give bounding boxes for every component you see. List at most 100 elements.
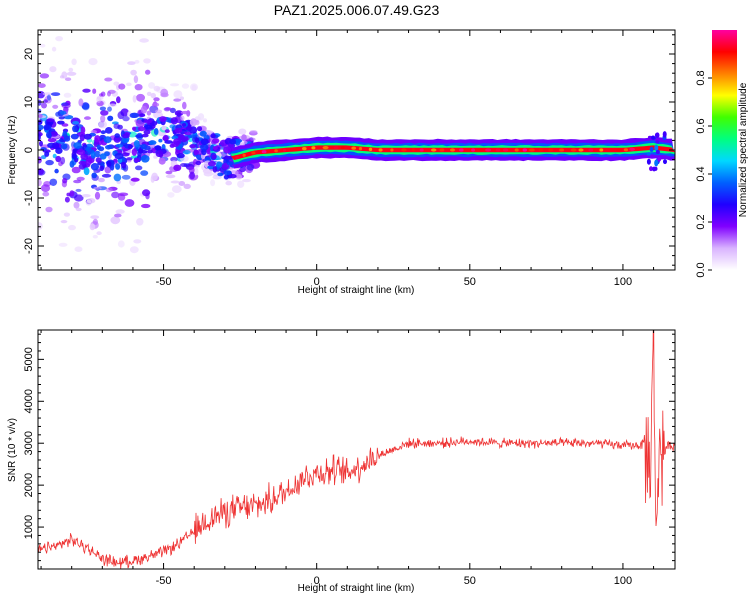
spectrogram-blob [164,107,172,111]
spectrogram-x-tick-label: 0 [314,276,320,288]
spectrogram-blob [141,203,151,209]
spectrogram-core [135,134,144,139]
spectrogram-peak [439,148,445,152]
spectrogram-blob [117,111,125,120]
spectrogram-core [99,153,107,160]
spectrogram-blob [151,102,160,107]
spectrogram-core [223,170,232,176]
spectrogram-core [147,149,153,154]
spectrogram-core [115,143,124,148]
spectrogram-blob [52,153,57,159]
spectrogram-blob [153,85,161,92]
spectrogram-core [99,165,104,171]
spectrogram-blob [101,173,112,178]
spectrogram-blob [40,184,51,193]
spectrogram-blob [241,134,247,142]
spectrogram-blob [181,83,190,89]
snr-y-tick-label: 1000 [23,515,35,539]
colorbar-tick-label: 0.8 [695,70,707,85]
spectrogram-blob [242,179,251,183]
spectrogram-core [229,139,237,145]
spectrogram-blob [49,66,57,73]
spectrogram-blob [646,158,651,165]
colorbar-ramp [712,30,737,270]
spectrogram-blob [203,118,207,123]
spectrogram-core [114,152,124,160]
spectrogram-peak [578,148,584,152]
spectrogram-peak [358,147,363,151]
spectrogram-blob [45,206,53,213]
spectrogram-blob [93,186,102,190]
spectrogram-blob [85,199,92,206]
spectrogram-blob [246,163,255,171]
spectrogram-peak [502,148,509,152]
colorbar-tick-label: 0.0 [695,262,707,277]
spectrogram-core [133,140,140,148]
spectrogram-blob [663,159,667,165]
spectrogram-blob [130,177,140,182]
spectrogram-blob [654,132,659,138]
spectrogram-blob [74,246,83,252]
spectrogram-blob [652,166,657,172]
spectrogram-blob [210,179,216,187]
spectrogram-blob [124,199,135,207]
spectrogram-core [121,161,127,169]
spectrogram-core [46,118,55,123]
spectrogram-core [38,133,41,141]
spectrogram-blob [68,67,74,72]
spectrogram-x-tick-label: 50 [464,276,476,288]
spectrogram-blob [655,149,660,155]
spectrogram-core [98,146,105,152]
spectrogram-core [100,130,107,135]
spectrogram-core [228,174,237,179]
spectrogram-blob [139,113,146,117]
spectrogram-peak [514,148,519,152]
spectrogram-core [173,138,182,146]
spectrogram-peak [401,148,407,152]
snr-x-tick-label: 100 [614,575,632,587]
snr-y-tick-label: 4000 [23,389,35,413]
spectrogram-core [49,131,59,137]
spectrogram-peak [351,146,357,150]
spectrogram-core [55,155,62,163]
spectrogram-blob [54,168,59,174]
spectrogram-peak [419,148,424,152]
spectrogram-core [70,133,79,140]
spectrogram-core [223,146,232,154]
spectrogram-core [69,160,75,168]
spectrogram-blob [133,239,142,244]
spectrogram-blob [39,73,50,79]
spectrogram-core [55,147,63,154]
spectrogram-blob [170,180,180,184]
spectrogram-blob [651,135,656,140]
spectrogram-y-axis-label: Frequency (Hz) [7,116,18,185]
spectrogram-blob [49,178,58,186]
spectrogram-peak [629,147,635,151]
snr-y-tick-label: 5000 [23,347,35,371]
snr-x-tick-label: 50 [464,575,476,587]
spectrogram-blob [165,174,176,179]
spectrogram-blob [65,77,72,81]
spectrogram-peak [390,148,394,152]
spectrogram-blob [657,156,662,162]
spectrogram-core [196,126,203,132]
spectrogram-core [127,144,133,150]
spectrogram-blob [146,91,152,96]
spectrogram-blob [182,101,187,110]
spectrogram-y-tick-label: 10 [23,96,35,108]
snr-y-tick-label: 2000 [23,473,35,497]
spectrogram-core [226,161,234,166]
spectrogram-blob [104,166,112,174]
spectrogram-blob [74,194,84,202]
spectrogram-blob [100,110,109,116]
spectrogram-blob [82,88,91,93]
spectrogram-axes: -50 0 50 100 -20 -10 0 10 20 [23,30,675,288]
spectrogram-blob [189,118,198,127]
spectrogram-core [115,163,121,170]
snr-panel: -50 0 50 100 1000 2000 3000 4000 5000 Height of … [7,329,676,594]
spectrogram-core [211,138,220,144]
spectrogram-core [155,145,162,151]
spectrogram-blob [113,81,120,86]
spectrogram-peak [588,148,594,152]
